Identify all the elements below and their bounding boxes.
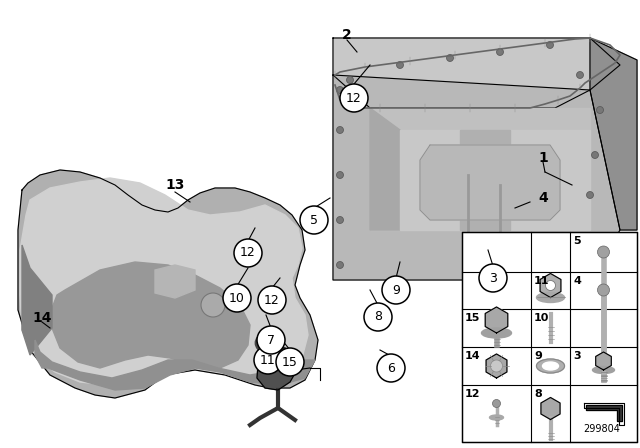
Circle shape <box>346 77 353 83</box>
Circle shape <box>201 293 225 317</box>
Text: 10: 10 <box>229 292 245 305</box>
Polygon shape <box>370 108 590 230</box>
Circle shape <box>598 246 609 258</box>
Text: 10: 10 <box>534 313 549 323</box>
Ellipse shape <box>536 359 564 373</box>
Polygon shape <box>596 352 611 370</box>
Circle shape <box>497 48 504 56</box>
Polygon shape <box>333 75 620 280</box>
Ellipse shape <box>536 293 564 302</box>
Text: 8: 8 <box>534 389 541 399</box>
Circle shape <box>337 126 344 134</box>
Polygon shape <box>22 245 52 355</box>
Circle shape <box>596 107 604 113</box>
Polygon shape <box>18 170 318 398</box>
Polygon shape <box>486 354 507 378</box>
Polygon shape <box>590 38 637 230</box>
Text: 13: 13 <box>165 178 185 192</box>
Text: 15: 15 <box>282 356 298 369</box>
Text: 9: 9 <box>534 351 542 361</box>
Polygon shape <box>257 348 298 390</box>
Circle shape <box>337 216 344 224</box>
Circle shape <box>490 360 502 372</box>
Text: 4: 4 <box>573 276 581 286</box>
Text: 4: 4 <box>538 191 548 205</box>
Circle shape <box>258 286 286 314</box>
Polygon shape <box>586 405 621 422</box>
Text: 5: 5 <box>573 236 580 246</box>
Circle shape <box>254 346 282 374</box>
Circle shape <box>591 151 598 159</box>
Circle shape <box>276 348 304 376</box>
Circle shape <box>337 86 344 94</box>
Ellipse shape <box>490 415 504 420</box>
Ellipse shape <box>593 366 614 374</box>
Circle shape <box>382 276 410 304</box>
Circle shape <box>493 400 500 408</box>
Text: 1: 1 <box>538 151 548 165</box>
Ellipse shape <box>481 328 511 338</box>
Text: 6: 6 <box>387 362 395 375</box>
Text: 12: 12 <box>346 91 362 104</box>
Circle shape <box>257 326 285 354</box>
Polygon shape <box>333 38 620 108</box>
Polygon shape <box>370 108 400 230</box>
Text: 12: 12 <box>240 246 256 259</box>
Text: 9: 9 <box>392 284 400 297</box>
Circle shape <box>447 55 454 61</box>
Text: 11: 11 <box>260 353 276 366</box>
Polygon shape <box>155 265 195 298</box>
Circle shape <box>545 280 556 290</box>
Circle shape <box>240 245 250 255</box>
Circle shape <box>340 84 368 112</box>
Text: 3: 3 <box>489 271 497 284</box>
Polygon shape <box>485 307 508 333</box>
Ellipse shape <box>543 362 559 370</box>
Circle shape <box>586 191 593 198</box>
Polygon shape <box>460 130 510 230</box>
Text: 7: 7 <box>267 333 275 346</box>
Circle shape <box>377 354 405 382</box>
Circle shape <box>364 303 392 331</box>
Circle shape <box>397 61 403 69</box>
Polygon shape <box>541 397 560 419</box>
Polygon shape <box>35 340 315 390</box>
Circle shape <box>300 206 328 234</box>
Circle shape <box>223 284 251 312</box>
Text: 3: 3 <box>573 351 580 361</box>
FancyBboxPatch shape <box>462 232 637 442</box>
Text: 2: 2 <box>342 28 352 42</box>
Circle shape <box>577 72 584 78</box>
Circle shape <box>234 239 262 267</box>
Circle shape <box>337 262 344 268</box>
Text: 15: 15 <box>465 313 481 323</box>
Text: 12: 12 <box>465 389 481 399</box>
Text: 299804: 299804 <box>583 424 620 434</box>
Polygon shape <box>20 178 308 385</box>
Circle shape <box>479 264 507 292</box>
Polygon shape <box>400 130 590 230</box>
Text: 5: 5 <box>310 214 318 227</box>
Polygon shape <box>540 273 561 297</box>
Text: 12: 12 <box>264 293 280 306</box>
Circle shape <box>547 42 554 48</box>
Text: 14: 14 <box>465 351 481 361</box>
Text: 11: 11 <box>534 276 550 286</box>
Text: 14: 14 <box>32 311 52 325</box>
Polygon shape <box>420 145 560 220</box>
Polygon shape <box>52 262 250 368</box>
Circle shape <box>337 172 344 178</box>
Circle shape <box>598 284 609 296</box>
Text: 8: 8 <box>374 310 382 323</box>
